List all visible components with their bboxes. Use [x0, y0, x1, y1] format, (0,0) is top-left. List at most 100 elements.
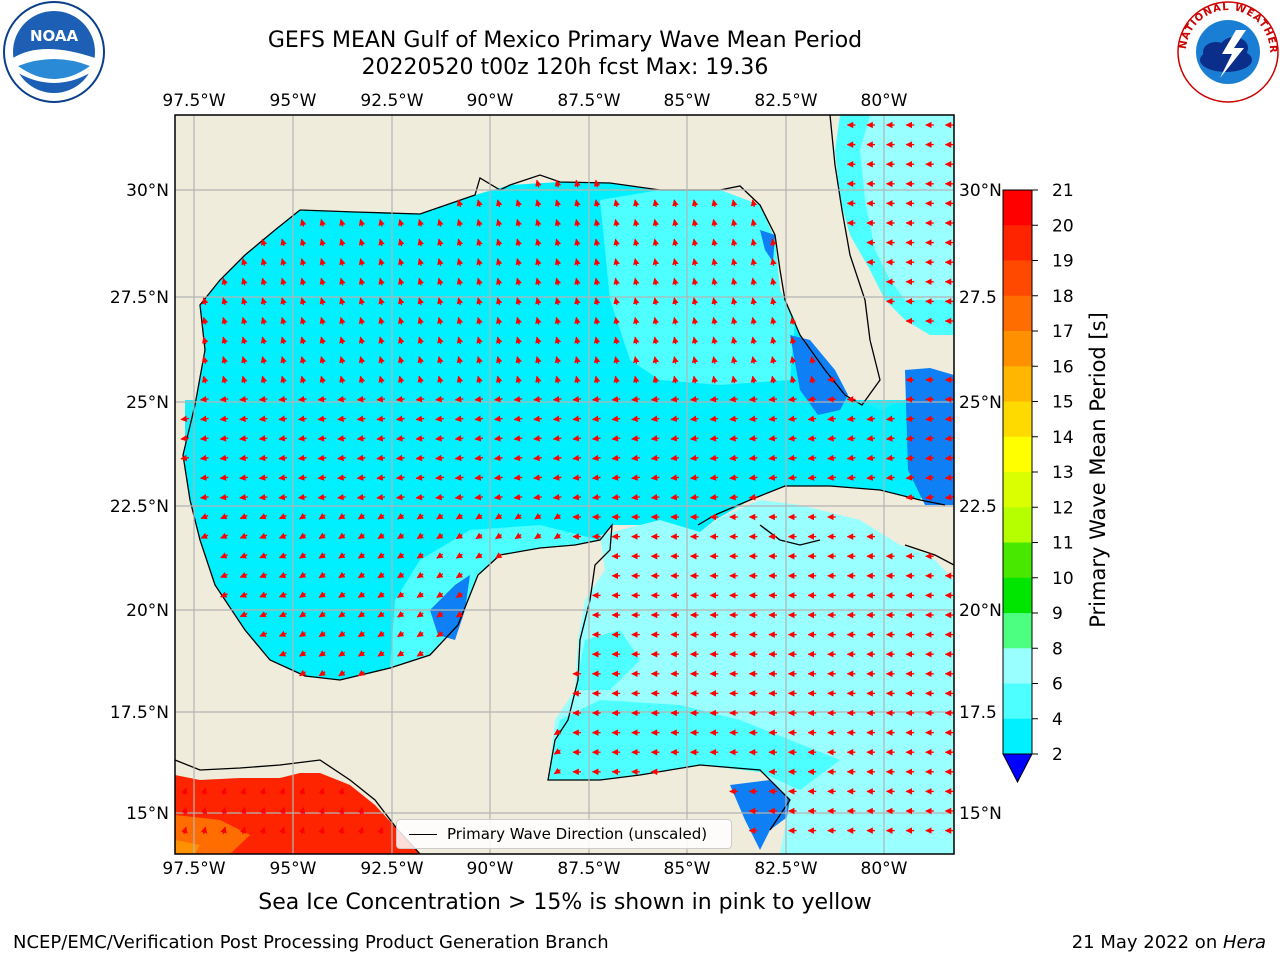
wave-direction-arrow [377, 532, 385, 540]
lat-tick-right: 25°N [959, 393, 1002, 413]
wave-direction-arrow [670, 395, 680, 403]
wave-direction-arrow [297, 395, 307, 403]
wave-direction-arrow [317, 474, 327, 481]
wave-direction-arrow [280, 316, 287, 325]
wave-direction-arrow [436, 513, 444, 520]
map-frame [174, 114, 955, 855]
wave-direction-arrow [554, 199, 562, 208]
wave-direction-arrow [378, 297, 385, 306]
wave-direction-arrow [221, 356, 228, 364]
wave-direction-arrow [395, 493, 405, 501]
wave-direction-arrow [435, 454, 444, 462]
wave-direction-arrow [572, 435, 582, 442]
wave-direction-arrow [554, 375, 562, 384]
wave-direction-arrow [356, 415, 366, 422]
wave-direction-arrow [200, 787, 208, 796]
wave-direction-arrow [395, 474, 405, 481]
wave-direction-arrow [593, 238, 601, 247]
wave-direction-arrow [239, 611, 248, 618]
wave-direction-arrow [591, 415, 601, 422]
wave-direction-arrow [846, 415, 856, 422]
wave-direction-arrow [768, 395, 778, 403]
lon-ticks-top: 97.5°W 95°W 92.5°W 90°W 87.5°W 85°W 82.5… [162, 91, 907, 111]
wave-direction-arrow [357, 513, 366, 520]
wave-direction-arrow [415, 435, 425, 442]
wave-direction-arrow [298, 826, 306, 835]
wave-direction-arrow [535, 316, 542, 325]
wave-direction-arrow [299, 611, 307, 618]
wave-direction-arrow [750, 199, 758, 208]
wave-direction-arrow [691, 277, 699, 286]
wave-direction-arrow [574, 336, 581, 345]
wave-direction-arrow [417, 218, 424, 227]
wave-direction-arrow [377, 591, 385, 598]
wave-direction-arrow [474, 474, 484, 481]
colorbar-swatch [1003, 260, 1032, 297]
wave-direction-arrow [711, 375, 718, 384]
wave-direction-arrow [456, 356, 464, 364]
wave-direction-arrow [454, 395, 464, 403]
wave-direction-arrow [670, 435, 680, 442]
wave-direction-arrow [515, 218, 522, 227]
wave-direction-arrow [591, 454, 601, 462]
wave-direction-arrow [905, 435, 915, 442]
wave-direction-arrow [455, 513, 464, 520]
wave-direction-arrow [337, 474, 346, 481]
wave-direction-arrow [611, 435, 621, 442]
wave-direction-arrow [591, 493, 601, 501]
wave-direction-arrow [317, 435, 327, 442]
wave-direction-arrow [885, 454, 895, 462]
wave-direction-arrow [239, 395, 248, 403]
wave-direction-arrow [944, 415, 954, 422]
wave-direction-arrow [611, 415, 621, 422]
wave-direction-arrow [905, 493, 915, 501]
noaa-logo-icon: NOAA [3, 1, 105, 103]
wave-direction-arrow [770, 356, 777, 364]
wave-direction-arrow [789, 336, 797, 345]
eastern-gulf-band [600, 190, 795, 385]
lat-tick-right: 17.5 [959, 703, 997, 723]
wave-direction-arrow [259, 572, 268, 578]
wave-direction-arrow [299, 650, 307, 657]
wave-direction-arrow [280, 375, 287, 384]
wave-direction-arrow [633, 238, 640, 247]
wave-direction-arrow [944, 493, 954, 501]
lat-tick-left: 17.5°N [110, 703, 169, 723]
wave-direction-arrow [260, 297, 268, 306]
wave-direction-arrow [535, 258, 542, 266]
wave-direction-arrow [691, 375, 699, 384]
wave-direction-arrow [729, 493, 738, 501]
wave-direction-arrow [925, 493, 934, 501]
wave-direction-arrow [787, 395, 797, 403]
wave-direction-arrow [318, 591, 326, 598]
wave-direction-arrow [356, 395, 366, 403]
wave-direction-arrow [300, 238, 307, 247]
wave-direction-arrow [397, 571, 405, 579]
wave-direction-arrow [260, 356, 268, 364]
colorbar-tick-label: 13 [1052, 463, 1074, 483]
wave-direction-arrow [259, 552, 268, 559]
wave-direction-arrow [260, 316, 268, 325]
wave-direction-arrow [652, 277, 660, 286]
wave-direction-arrow [476, 316, 483, 325]
wave-direction-arrow [554, 179, 562, 188]
wave-direction-arrow [593, 297, 601, 306]
wave-direction-arrow [377, 513, 385, 520]
wave-direction-arrow [279, 806, 286, 815]
wave-direction-arrow [535, 218, 542, 227]
wave-direction-arrow [905, 474, 915, 481]
wave-direction-arrow [259, 826, 266, 835]
wave-direction-arrow [259, 513, 268, 520]
wave-direction-arrow [338, 787, 345, 796]
wave-direction-arrow [280, 356, 287, 364]
wave-direction-arrow [219, 395, 229, 403]
wave-direction-arrow [435, 435, 444, 442]
wave-direction-arrow [709, 415, 719, 422]
wave-direction-arrow [476, 199, 483, 208]
wave-direction-arrow [297, 474, 307, 481]
wave-direction-arrow [299, 571, 307, 579]
wave-direction-arrow [533, 435, 542, 442]
wave-direction-arrow [476, 336, 483, 345]
wave-direction-arrow [515, 356, 522, 364]
wave-direction-arrow [672, 218, 679, 227]
